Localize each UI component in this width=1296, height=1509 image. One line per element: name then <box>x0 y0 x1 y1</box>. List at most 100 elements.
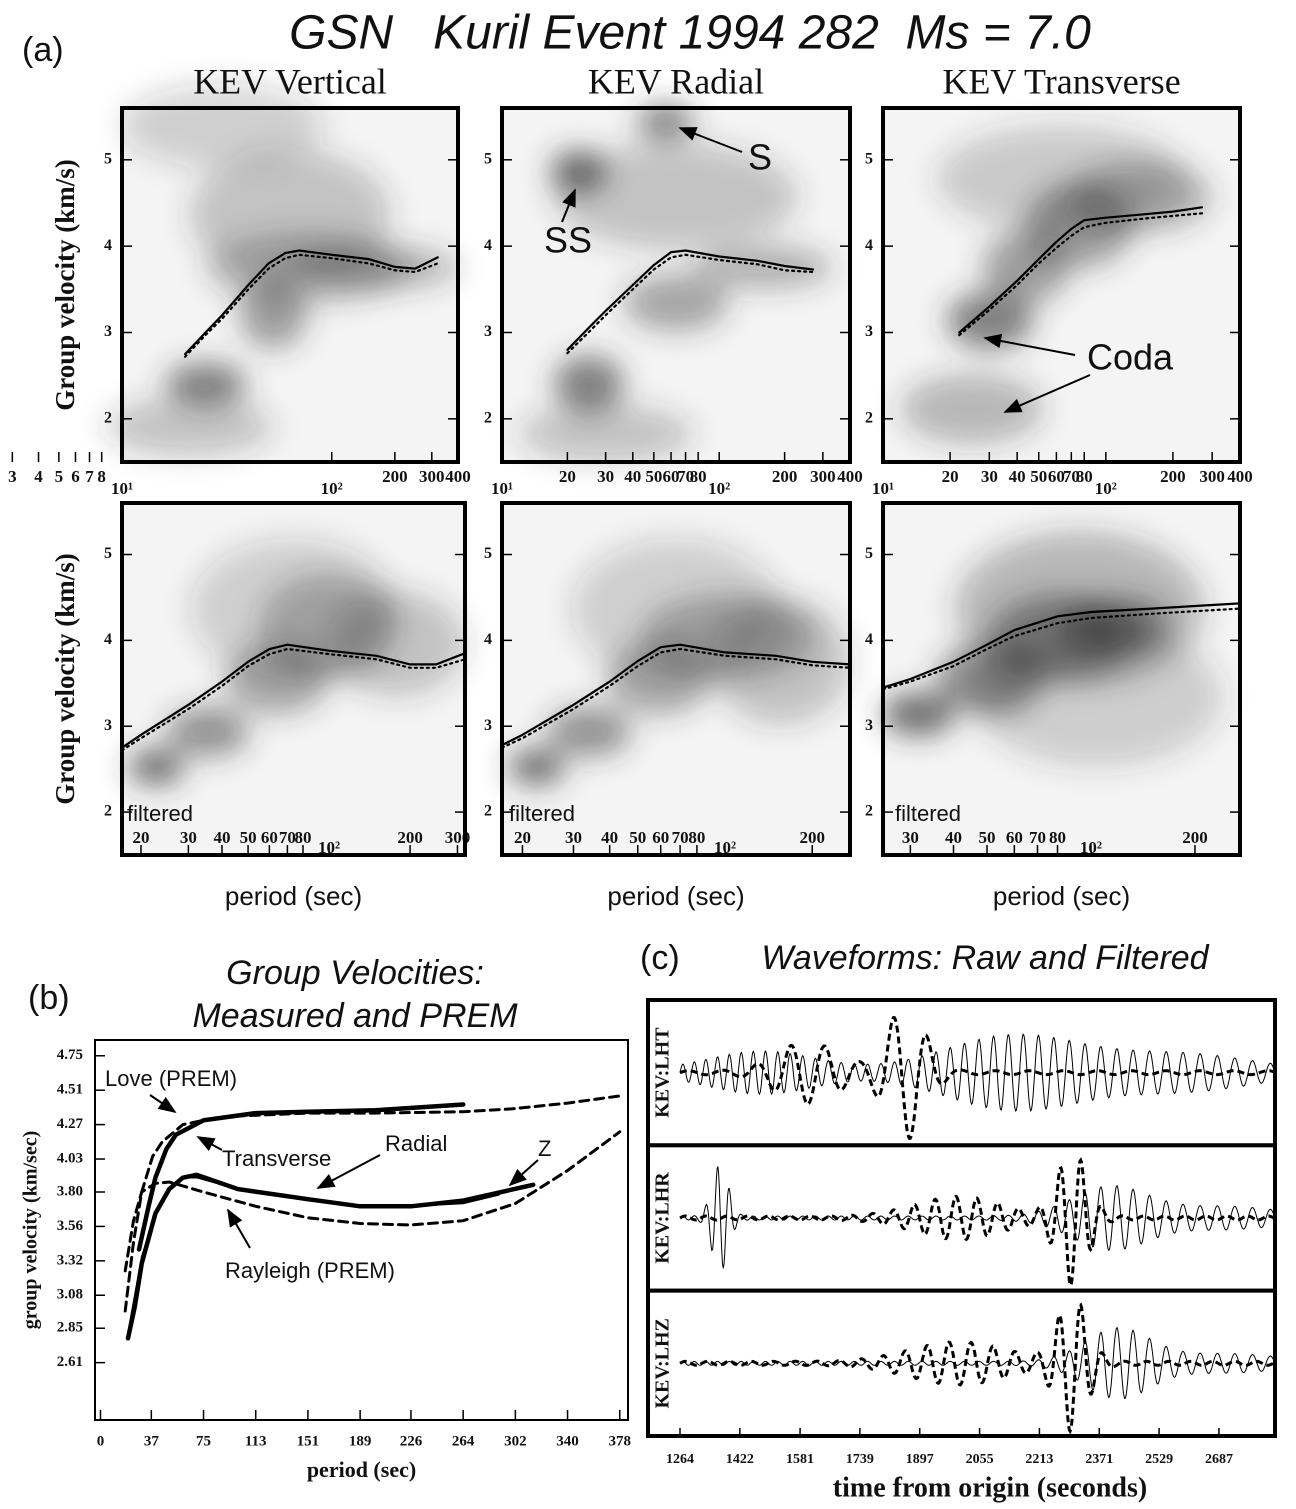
x-tick-label: 300 <box>810 467 836 486</box>
x-tick-label: 264 <box>452 1433 475 1449</box>
x-tick-label: 60 <box>261 828 278 847</box>
x-tick-label: 80 <box>690 467 707 486</box>
label-arrow <box>149 1094 177 1114</box>
plot-frame <box>500 501 852 857</box>
y-tick-label: 3 <box>484 323 492 340</box>
series-line <box>881 602 1242 689</box>
trace-label: KEV:LHR <box>652 1172 674 1264</box>
y-tick-label: 5 <box>104 150 112 167</box>
x-tick-label: 10¹ <box>111 479 133 498</box>
series-line <box>500 647 852 749</box>
annotation: filtered <box>127 801 193 826</box>
plot-frame <box>120 501 467 857</box>
y-tick-label: 3 <box>865 717 873 734</box>
y-tick-label: 5 <box>104 545 112 562</box>
y-tick-label: 3.56 <box>57 1218 84 1234</box>
x-tick-label: 3 <box>8 467 17 486</box>
density-blob <box>547 707 631 757</box>
x-tick-label: 50 <box>978 828 995 847</box>
y-tick-label: 4.75 <box>57 1047 83 1063</box>
y-tick-label: 5 <box>484 545 492 562</box>
annotation: Coda <box>1087 337 1174 378</box>
waveform-filtered <box>679 1302 1276 1435</box>
x-tick-label: 30 <box>565 828 582 847</box>
y-tick-label: 4 <box>484 631 492 648</box>
series-line <box>123 1130 622 1273</box>
x-tick-label: 340 <box>556 1433 579 1449</box>
y-tick-label: 3.08 <box>57 1287 83 1303</box>
series-label: Rayleigh (PREM) <box>225 1258 395 1283</box>
x-tick-label: 2055 <box>966 1452 994 1467</box>
x-axis-label: period (sec) <box>307 1457 416 1482</box>
density-blob <box>972 626 1223 767</box>
x-tick-label: 50 <box>240 828 257 847</box>
x-tick-label: 302 <box>504 1433 527 1449</box>
annotation-arrow <box>1003 374 1091 413</box>
density-blob <box>693 246 833 289</box>
plot-frame <box>881 501 1242 857</box>
trace-frame <box>646 998 1277 1148</box>
x-tick-label: 40 <box>945 828 962 847</box>
x-tick-label: 50 <box>645 467 662 486</box>
x-tick-label: 2213 <box>1025 1452 1053 1467</box>
x-axis-label: period (sec) <box>607 881 744 911</box>
x-tick-label: 200 <box>397 828 423 847</box>
density-blob <box>900 373 1044 445</box>
x-tick-label: 7 <box>85 467 94 486</box>
x-tick-label: 6 <box>71 467 80 486</box>
x-tick-label: 1581 <box>786 1452 814 1467</box>
x-tick-label: 300 <box>419 467 445 486</box>
x-tick-label: 400 <box>1227 467 1253 486</box>
y-tick-label: 5 <box>865 150 873 167</box>
x-tick-label: 151 <box>297 1433 320 1449</box>
x-tick-label: 80 <box>1049 828 1066 847</box>
y-tick-label: 2.85 <box>57 1320 83 1336</box>
x-tick-label: 400 <box>837 467 863 486</box>
series-line <box>120 643 467 749</box>
density-blob <box>165 362 247 406</box>
annotation-arrow <box>983 333 1076 356</box>
density-blob <box>205 231 408 303</box>
series-line <box>958 212 1204 337</box>
x-tick-label: 0 <box>97 1433 105 1449</box>
panel-label: (a) <box>22 31 64 69</box>
density-blob <box>936 125 1187 232</box>
x-tick-label: 70 <box>279 828 296 847</box>
annotation: filtered <box>895 801 961 826</box>
x-tick-label: 30 <box>981 467 998 486</box>
density-blob <box>519 405 694 462</box>
panel: 4.75 4.51 4.27 4.03 3.80 3.56 3.32 3.08 2.85 2.61… <box>20 954 631 1482</box>
waveform-raw <box>679 1166 1276 1269</box>
x-tick-label: 200 <box>382 467 408 486</box>
x-tick-label: 75 <box>196 1433 211 1449</box>
y-tick-label: 4 <box>865 237 873 254</box>
trace-label: KEV:LHT <box>652 1027 674 1118</box>
annotation: filtered <box>509 801 575 826</box>
x-axis-label: period (sec) <box>993 881 1130 911</box>
x-tick-label: 70 <box>1029 828 1046 847</box>
density-blob <box>508 749 565 785</box>
x-tick-label: 10² <box>708 479 730 498</box>
plot-frame <box>881 106 1242 464</box>
series-label: Radial <box>385 1131 447 1156</box>
x-tick-label: 60 <box>663 467 680 486</box>
chart-title: KEV Transverse <box>942 61 1180 101</box>
series-line <box>120 647 467 752</box>
x-tick-label: 30 <box>902 828 919 847</box>
x-tick-label: 400 <box>445 467 471 486</box>
x-tick-label: 200 <box>799 828 825 847</box>
x-tick-label: 30 <box>180 828 197 847</box>
chart-title: Waveforms: Raw and Filtered <box>761 939 1209 977</box>
series-label: Love (PREM) <box>105 1066 237 1091</box>
y-axis-label: group velocity (km/sec) <box>20 1131 42 1330</box>
x-tick-label: 226 <box>400 1433 423 1449</box>
y-tick-label: 2 <box>865 803 873 820</box>
x-tick-label: 20 <box>942 467 959 486</box>
x-tick-label: 50 <box>1030 467 1047 486</box>
waveform-raw <box>679 1033 1276 1112</box>
x-tick-label: 50 <box>629 828 646 847</box>
y-tick-label: 4.03 <box>57 1150 83 1166</box>
y-tick-label: 4 <box>484 237 492 254</box>
